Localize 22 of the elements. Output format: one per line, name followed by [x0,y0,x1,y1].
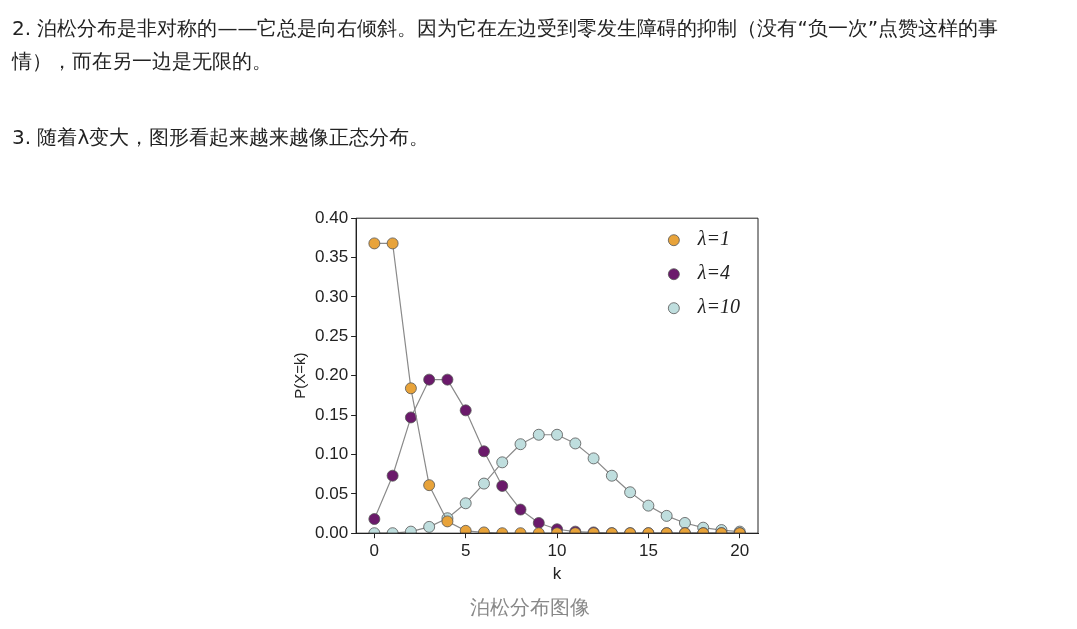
text: 3. 随着λ变大，图形看起来越来越像正态分布。 [12,124,431,151]
y-tick-label: 0.30 [314,286,349,306]
text: 泊松分布图像 [469,594,591,621]
y-axis-title: P(X=k) [291,352,309,399]
y-tick-label: 0.00 [314,522,349,542]
y-tick-label: 0.10 [314,444,349,464]
x-tick-label: 10 [547,541,567,561]
x-tick-label: 20 [730,541,750,561]
legend-label: λ=10 [696,295,741,318]
legend-label: λ=4 [696,261,731,284]
x-tick-label: 5 [460,541,471,561]
y-tick-label: 0.05 [314,483,349,503]
x-tick-label: 15 [638,541,658,561]
y-tick-label: 0.25 [314,326,349,346]
y-tick-label: 0.20 [314,365,349,385]
y-tick-label: 0.35 [314,247,349,267]
legend-label: λ=1 [696,227,731,250]
x-axis-title: k [552,564,562,584]
y-tick-label: 0.15 [314,404,349,424]
x-tick-label: 0 [369,541,380,561]
y-tick-label: 0.40 [314,207,349,227]
text: 2. 泊松分布是非对称的——它总是向右倾斜。因为它在左边受到零发生障碍的抑制（没有“负一次”点赞这样的事情），而在另一边是无限的。 [12,15,1000,75]
